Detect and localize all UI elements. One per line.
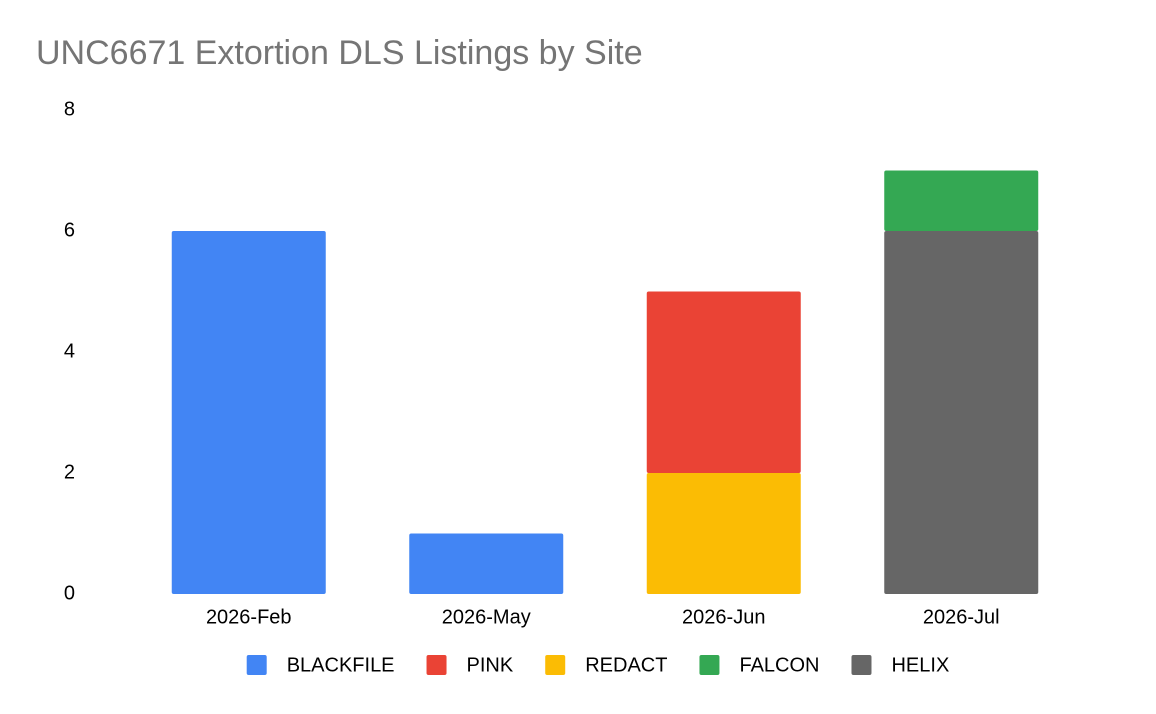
legend-swatch [246, 655, 267, 675]
bar-segment [884, 231, 1039, 594]
bar-segment [409, 533, 564, 594]
legend-swatch [851, 655, 872, 675]
bar-segment [646, 473, 801, 594]
x-tick-label: 2026-Jun [682, 606, 765, 628]
chart-title: UNC6671 Extortion DLS Listings by Site [36, 34, 643, 72]
x-tick-label: 2026-Jul [923, 606, 1000, 628]
legend-swatch [545, 655, 566, 675]
bar-segment [171, 231, 326, 594]
x-tick-label: 2026-May [442, 606, 531, 628]
legend-label: HELIX [891, 654, 949, 676]
y-tick-label: 4 [64, 340, 75, 362]
y-tick-label: 6 [64, 219, 75, 241]
legend-label: PINK [467, 654, 514, 676]
legend-label: FALCON [739, 654, 819, 676]
bar-segment [884, 170, 1039, 231]
x-tick-label: 2026-Feb [206, 606, 292, 628]
y-tick-label: 0 [64, 582, 75, 604]
y-tick-label: 8 [64, 98, 75, 120]
legend-label: REDACT [585, 654, 667, 676]
legend-swatch [426, 655, 447, 675]
y-tick-label: 2 [64, 461, 75, 483]
legend-label: BLACKFILE [287, 654, 395, 676]
bar-segment [646, 291, 801, 473]
legend-swatch [699, 655, 720, 675]
